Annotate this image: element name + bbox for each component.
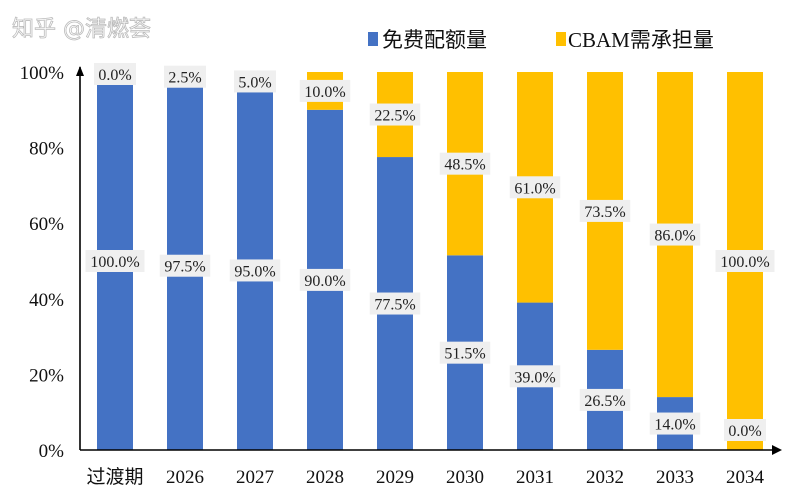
legend-label-cbam: CBAM需承担量 xyxy=(568,28,714,52)
x-tick-label: 2026 xyxy=(166,467,204,488)
data-label-cbam-bg xyxy=(579,199,631,222)
data-label-cbam-bg xyxy=(299,79,351,102)
data-label-free-bg xyxy=(724,419,766,441)
data-label-cbam: 73.5% xyxy=(584,204,625,221)
data-label-free: 95.0% xyxy=(234,263,275,280)
data-label-cbam-bg xyxy=(369,103,421,126)
x-tick-label: 2033 xyxy=(656,467,694,488)
x-tick-label: 2034 xyxy=(726,467,765,488)
data-label-cbam: 61.0% xyxy=(514,180,555,197)
x-tick-label: 2031 xyxy=(516,467,554,488)
x-tick-label: 2027 xyxy=(236,467,274,488)
x-tick-label: 2029 xyxy=(376,467,414,488)
data-label-free: 26.5% xyxy=(584,393,625,410)
data-label-free: 14.0% xyxy=(654,417,695,434)
legend-swatch-cbam xyxy=(556,32,566,46)
data-label-free-bg xyxy=(159,254,211,277)
data-label-free: 100.0% xyxy=(90,254,139,271)
y-tick-label: 0% xyxy=(39,441,65,462)
x-tick-label: 2028 xyxy=(306,467,344,488)
data-label-free: 0.0% xyxy=(728,423,761,440)
data-label-cbam: 100.0% xyxy=(720,254,769,271)
legend-swatch-free xyxy=(368,32,378,46)
data-label-cbam-bg xyxy=(649,223,701,246)
data-label-cbam-bg xyxy=(509,176,561,199)
data-label-free-bg xyxy=(229,259,281,282)
y-tick-label: 100% xyxy=(20,63,65,84)
data-label-free: 39.0% xyxy=(514,369,555,386)
y-axis-arrow-icon xyxy=(76,66,84,76)
y-tick-label: 40% xyxy=(29,290,64,311)
data-label-free: 77.5% xyxy=(374,297,415,314)
x-tick-label: 过渡期 xyxy=(86,466,143,488)
data-label-cbam: 86.0% xyxy=(654,228,695,245)
data-label-cbam-bg xyxy=(715,250,775,272)
y-tick-label: 60% xyxy=(29,214,64,235)
data-label-free: 90.0% xyxy=(304,273,345,290)
watermark: 知乎 @清燃荟 xyxy=(12,17,151,42)
x-axis-arrow-icon xyxy=(772,445,782,455)
data-label-cbam-bg xyxy=(439,152,491,175)
data-label-cbam-bg xyxy=(94,63,136,85)
data-label-cbam-bg xyxy=(164,65,206,88)
data-label-cbam: 0.0% xyxy=(98,67,131,84)
data-label-free: 51.5% xyxy=(444,346,485,363)
data-label-free-bg xyxy=(509,365,561,388)
data-label-cbam-bg xyxy=(234,70,276,93)
legend-label-free: 免费配额量 xyxy=(382,28,487,52)
data-label-cbam: 2.5% xyxy=(168,70,201,87)
x-tick-label: 2030 xyxy=(446,467,484,488)
data-label-free-bg xyxy=(85,250,145,272)
data-label-free-bg xyxy=(579,388,631,411)
data-label-free-bg xyxy=(369,292,421,315)
data-label-cbam: 48.5% xyxy=(444,157,485,174)
data-label-cbam: 10.0% xyxy=(304,84,345,101)
y-tick-label: 80% xyxy=(29,139,64,160)
data-label-free-bg xyxy=(299,268,351,291)
data-label-cbam: 22.5% xyxy=(374,108,415,125)
data-label-free-bg xyxy=(439,341,491,364)
data-label-cbam: 5.0% xyxy=(238,74,271,91)
x-tick-label: 2032 xyxy=(586,467,624,488)
y-tick-label: 20% xyxy=(29,365,64,386)
data-label-free-bg xyxy=(649,412,701,435)
data-label-free: 97.5% xyxy=(164,259,205,276)
